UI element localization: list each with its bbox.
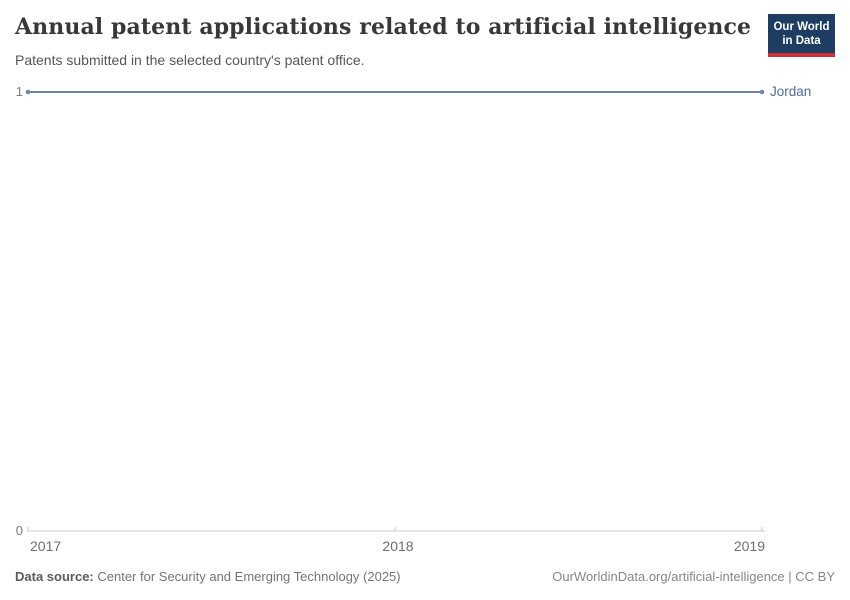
- data-source-value[interactable]: Center for Security and Emerging Technol…: [93, 569, 401, 584]
- attribution-link[interactable]: OurWorldinData.org/artificial-intelligen…: [552, 569, 835, 584]
- data-point: [759, 89, 765, 95]
- owid-logo[interactable]: Our World in Data: [768, 14, 835, 58]
- owid-logo-line1: Our World: [773, 21, 830, 33]
- data-source-note[interactable]: Data source: Center for Security and Eme…: [15, 569, 401, 584]
- series-label-jordan[interactable]: Jordan: [770, 84, 812, 99]
- x-tick-label-2017: 2017: [30, 538, 62, 554]
- x-axis: [27, 527, 765, 532]
- y-tick-label-0: 0: [15, 523, 23, 538]
- y-tick-label-1: 1: [15, 84, 23, 99]
- owid-logo-line2: in Data: [782, 35, 821, 48]
- data-source-label: Data source:: [15, 569, 94, 584]
- series-lines: [25, 89, 765, 95]
- chart-title: Annual patent applications related to ar…: [15, 14, 752, 40]
- x-tick-label-2018: 2018: [382, 538, 414, 554]
- chart-subtitle: Patents submitted in the selected countr…: [15, 52, 365, 68]
- x-tick-label-2019: 2019: [733, 538, 765, 554]
- data-point: [25, 89, 31, 95]
